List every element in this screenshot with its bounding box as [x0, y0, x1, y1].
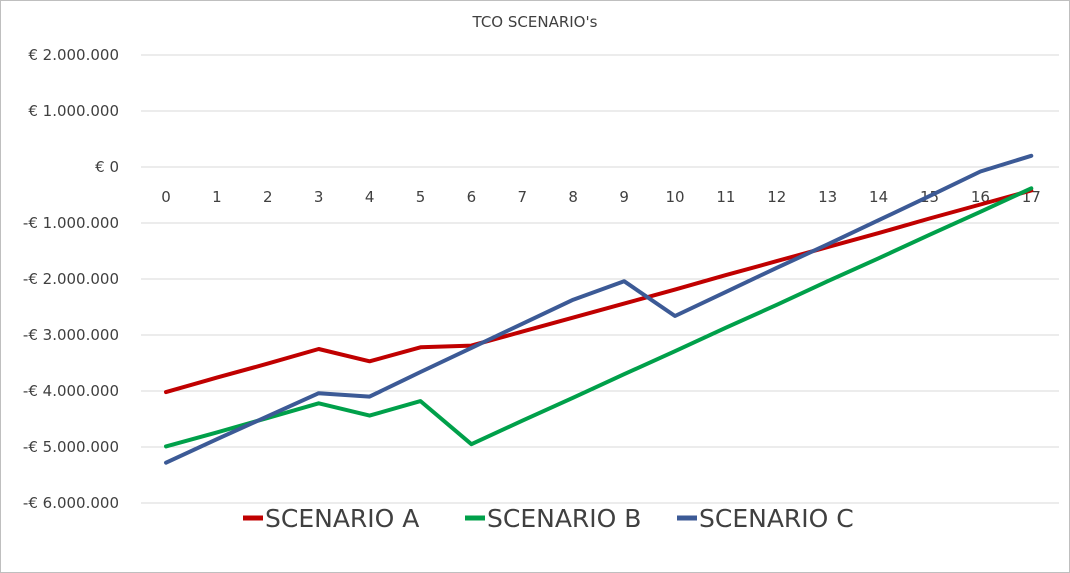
x-tick-label: 7 [518, 188, 528, 206]
x-tick-label: 2 [263, 188, 273, 206]
y-tick-label: -€ 1.000.000 [23, 214, 119, 232]
series-line-scenario-c [164, 153, 1034, 465]
x-tick-label: 11 [716, 188, 735, 206]
gridlines [141, 54, 1059, 504]
x-tick-label: 0 [161, 188, 171, 206]
x-tick-label: 12 [767, 188, 786, 206]
x-tick-label: 8 [568, 188, 578, 206]
x-tick-label: 9 [619, 188, 629, 206]
x-tick-label: 5 [416, 188, 426, 206]
x-tick-label: 4 [365, 188, 375, 206]
series-line-scenario-b [164, 186, 1034, 449]
legend: SCENARIO A SCENARIO B SCENARIO C [243, 504, 854, 533]
x-tick-label: 14 [869, 188, 888, 206]
chart-title: TCO SCENARIO's [472, 13, 598, 31]
legend-label: SCENARIO A [265, 504, 419, 533]
x-tick-label: 13 [818, 188, 837, 206]
series-lines [164, 153, 1034, 465]
x-tick-label: 1 [212, 188, 222, 206]
legend-label: SCENARIO C [699, 504, 854, 533]
y-tick-label: -€ 5.000.000 [23, 438, 119, 456]
y-tick-label: -€ 3.000.000 [23, 326, 119, 344]
y-tick-label: -€ 2.000.000 [23, 270, 119, 288]
y-tick-label: € 0 [95, 158, 119, 176]
x-axis-ticks: 0 1 2 3 4 5 6 7 8 9 10 11 12 13 14 15 16 17 [161, 188, 1041, 206]
x-tick-label: 6 [467, 188, 477, 206]
x-tick-label: 10 [665, 188, 684, 206]
x-tick-label: 3 [314, 188, 324, 206]
series-line-scenario-a [164, 188, 1034, 395]
y-axis-ticks: € 2.000.000 € 1.000.000 € 0 -€ 1.000.000 -€ … [23, 46, 119, 512]
legend-label: SCENARIO B [487, 504, 641, 533]
y-tick-label: -€ 4.000.000 [23, 382, 119, 400]
y-tick-label: -€ 6.000.000 [23, 494, 119, 512]
y-tick-label: € 2.000.000 [28, 46, 119, 64]
y-tick-label: € 1.000.000 [28, 102, 119, 120]
